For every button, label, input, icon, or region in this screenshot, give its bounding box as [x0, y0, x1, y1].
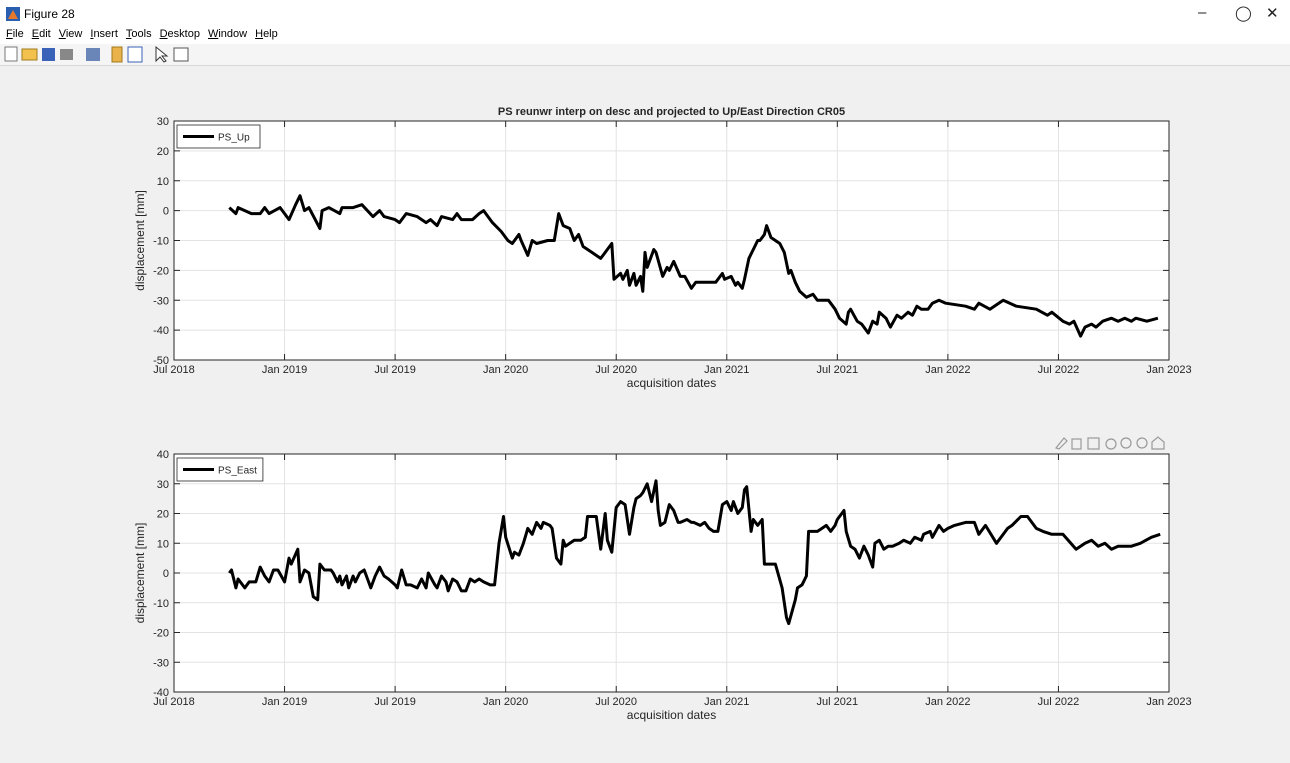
- menu-item[interactable]: View: [58, 28, 83, 40]
- y-tick-label: 20: [157, 146, 169, 158]
- legend-box: [176, 124, 261, 149]
- y-axis-label: displacement [mm]: [133, 190, 147, 291]
- y-tick-label: 20: [157, 509, 169, 521]
- x-tick-label: Jul 2018: [153, 696, 195, 708]
- x-tick-label: Jul 2019: [374, 696, 416, 708]
- axes-toolbar: [1054, 436, 1165, 450]
- legend: PS_Up: [176, 124, 261, 149]
- x-tick-label: Jan 2021: [704, 364, 749, 376]
- x-tick-label: Jan 2020: [483, 364, 528, 376]
- menu-item[interactable]: Insert: [90, 28, 118, 40]
- menu-item[interactable]: Help: [255, 28, 278, 40]
- axes: -50 -40 -30 -20 -10 0 10 20 30 Jul 2018 Jan 2019 Ju…: [133, 106, 1192, 390]
- y-tick-label: -30: [153, 657, 169, 669]
- y-tick-label: -30: [153, 295, 169, 307]
- x-tick-label: Jan 2021: [704, 696, 749, 708]
- x-tick-label: Jul 2020: [595, 696, 637, 708]
- y-tick-label: 30: [157, 116, 169, 128]
- restore-view-icon[interactable]: [1087, 437, 1100, 450]
- property-icon[interactable]: [173, 47, 189, 62]
- x-tick-label: Jul 2022: [1038, 364, 1080, 376]
- legend-label: PS_Up: [218, 133, 250, 144]
- data-line: [228, 479, 1161, 626]
- figure: -50 -40 -30 -20 -10 0 10 20 30 Jul 2018 Jan 2019 Ju…: [133, 106, 1192, 722]
- data-line: [228, 194, 1159, 338]
- x-tick-label: Jan 2022: [925, 364, 970, 376]
- x-tick-label: Jan 2019: [262, 696, 307, 708]
- y-tick-label: 40: [157, 449, 169, 461]
- toolbar: [0, 44, 1290, 66]
- link-icon[interactable]: [86, 48, 100, 61]
- x-tick-label: Jan 2023: [1146, 364, 1191, 376]
- axes: -40 -30 -20 -10 0 10 20 30 40 Jul 2018 Jan 2019 Jul…: [133, 449, 1192, 722]
- y-tick-label: -40: [153, 325, 169, 337]
- x-tick-label: Jul 2018: [153, 364, 195, 376]
- menu-item[interactable]: Edit: [31, 28, 51, 40]
- x-tick-label: Jul 2019: [374, 364, 416, 376]
- y-tick-label: -10: [153, 598, 169, 610]
- save-icon[interactable]: [42, 48, 55, 61]
- legend-box: [176, 457, 264, 482]
- pointer-icon[interactable]: [155, 45, 169, 63]
- menu-item[interactable]: Window: [207, 28, 248, 40]
- new-icon[interactable]: [4, 46, 18, 62]
- x-tick-label: Jan 2023: [1146, 696, 1191, 708]
- legend-label: PS_East: [218, 466, 257, 477]
- x-axis-label: acquisition dates: [627, 708, 716, 722]
- x-tick-label: Jan 2022: [925, 696, 970, 708]
- pan-icon[interactable]: [1105, 438, 1117, 450]
- datatip-icon[interactable]: [1071, 438, 1082, 450]
- chart-title: PS reunwr interp on desc and projected t…: [498, 106, 845, 118]
- close-button[interactable]: ✕: [1266, 5, 1279, 22]
- menu-bar: File Edit View Insert Tools Desktop Window Help: [0, 28, 1290, 44]
- open-icon[interactable]: [21, 48, 38, 61]
- minimize-button[interactable]: –: [1198, 4, 1207, 21]
- x-tick-label: Jan 2019: [262, 364, 307, 376]
- y-tick-label: 30: [157, 479, 169, 491]
- y-tick-label: 10: [157, 538, 169, 550]
- y-tick-label: -10: [153, 236, 169, 248]
- zoom-in-icon[interactable]: [1120, 437, 1132, 449]
- y-axis-label: displacement [mm]: [133, 523, 147, 624]
- zoom-out-icon[interactable]: [1136, 437, 1148, 449]
- menu-item[interactable]: Tools: [125, 28, 152, 40]
- axes-box: [173, 453, 1170, 693]
- toolbar-icons: [4, 45, 189, 63]
- x-tick-label: Jul 2021: [817, 696, 859, 708]
- x-axis-label: acquisition dates: [627, 376, 716, 390]
- y-tick-label: -50: [153, 355, 169, 367]
- y-tick-label: 10: [157, 176, 169, 188]
- legend: PS_East: [176, 457, 264, 482]
- y-tick-label: -20: [153, 265, 169, 277]
- colorbar-icon[interactable]: [111, 46, 123, 63]
- x-tick-label: Jan 2020: [483, 696, 528, 708]
- y-tick-label: 0: [163, 568, 169, 580]
- axes-box: [173, 120, 1170, 361]
- y-tick-label: -40: [153, 687, 169, 699]
- legend-icon[interactable]: [127, 46, 143, 63]
- print-icon[interactable]: [60, 49, 73, 60]
- window-title: Figure 28: [24, 7, 75, 21]
- brush-icon[interactable]: [1054, 437, 1068, 450]
- home-icon[interactable]: [1151, 436, 1165, 450]
- app-icon: [6, 7, 20, 21]
- x-tick-label: Jul 2020: [595, 364, 637, 376]
- y-tick-label: 0: [163, 206, 169, 218]
- menu-item[interactable]: File: [6, 28, 24, 40]
- restore-button[interactable]: ◯: [1235, 5, 1252, 22]
- title-bar: Figure 28 – ◯ ✕: [0, 0, 1290, 28]
- x-tick-label: Jul 2022: [1038, 696, 1080, 708]
- menu-item[interactable]: Desktop: [159, 28, 200, 40]
- x-tick-label: Jul 2021: [817, 364, 859, 376]
- y-tick-label: -20: [153, 628, 169, 640]
